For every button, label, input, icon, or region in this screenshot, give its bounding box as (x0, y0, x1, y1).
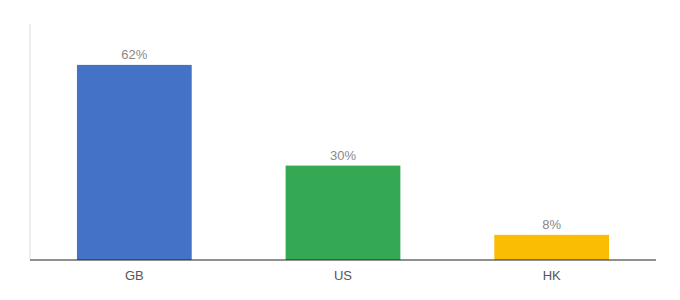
bars (77, 65, 609, 260)
data-label: 30% (330, 148, 356, 163)
bar (494, 235, 609, 260)
y-axis-line (30, 24, 31, 260)
bar (286, 166, 401, 260)
x-tick-label: US (334, 268, 352, 283)
page: {"chart_data": {"type": "bar", "categori… (0, 0, 680, 300)
bar (77, 65, 192, 260)
data-label: 8% (542, 217, 561, 232)
chart-svg: GB US HK 62% 30% 8% (0, 0, 680, 300)
x-tick-label: GB (125, 268, 144, 283)
x-tick-label: HK (543, 268, 561, 283)
data-label: 62% (121, 47, 147, 62)
chart-container: GB US HK 62% 30% 8% (0, 0, 680, 300)
x-axis (30, 259, 656, 260)
